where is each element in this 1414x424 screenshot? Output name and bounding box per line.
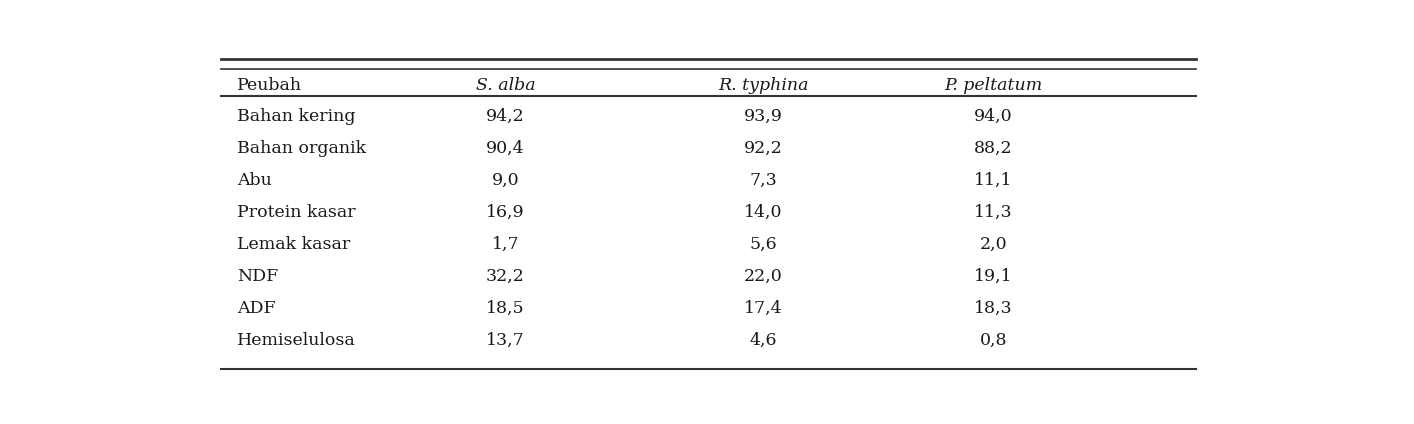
Text: Hemiselulosa: Hemiselulosa [238, 332, 356, 349]
Text: 5,6: 5,6 [749, 236, 776, 253]
Text: 90,4: 90,4 [486, 139, 525, 157]
Text: Abu: Abu [238, 172, 271, 189]
Text: P. peltatum: P. peltatum [945, 77, 1042, 94]
Text: 2,0: 2,0 [980, 236, 1007, 253]
Text: NDF: NDF [238, 268, 279, 285]
Text: 17,4: 17,4 [744, 300, 782, 317]
Text: 18,3: 18,3 [974, 300, 1012, 317]
Text: 1,7: 1,7 [492, 236, 519, 253]
Text: 0,8: 0,8 [980, 332, 1007, 349]
Text: ADF: ADF [238, 300, 276, 317]
Text: Peubah: Peubah [238, 77, 303, 94]
Text: Lemak kasar: Lemak kasar [238, 236, 351, 253]
Text: R. typhina: R. typhina [718, 77, 809, 94]
Text: 11,1: 11,1 [974, 172, 1012, 189]
Text: 4,6: 4,6 [749, 332, 776, 349]
Text: 92,2: 92,2 [744, 139, 782, 157]
Text: 18,5: 18,5 [486, 300, 525, 317]
Text: Protein kasar: Protein kasar [238, 204, 356, 220]
Text: 13,7: 13,7 [486, 332, 525, 349]
Text: 7,3: 7,3 [749, 172, 776, 189]
Text: 14,0: 14,0 [744, 204, 782, 220]
Text: 88,2: 88,2 [974, 139, 1012, 157]
Text: 94,2: 94,2 [486, 108, 525, 125]
Text: Bahan kering: Bahan kering [238, 108, 355, 125]
Text: 22,0: 22,0 [744, 268, 782, 285]
Text: 11,3: 11,3 [974, 204, 1012, 220]
Text: Bahan organik: Bahan organik [238, 139, 366, 157]
Text: 32,2: 32,2 [486, 268, 525, 285]
Text: 19,1: 19,1 [974, 268, 1012, 285]
Text: 16,9: 16,9 [486, 204, 525, 220]
Text: 94,0: 94,0 [974, 108, 1012, 125]
Text: S. alba: S. alba [475, 77, 536, 94]
Text: 9,0: 9,0 [492, 172, 519, 189]
Text: 93,9: 93,9 [744, 108, 782, 125]
